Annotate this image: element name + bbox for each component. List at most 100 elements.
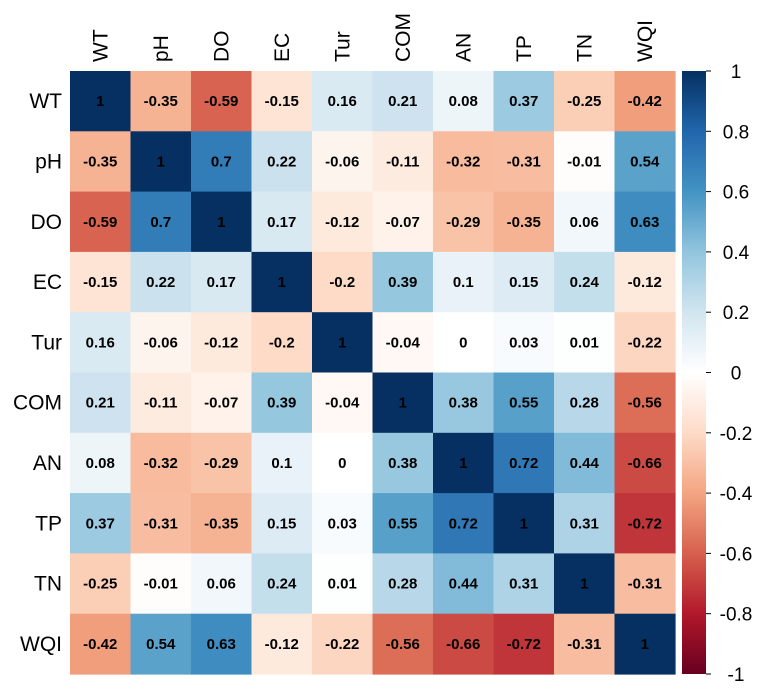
heatmap-cell-TN-EC xyxy=(251,553,313,615)
heatmap-cell-EC-WT xyxy=(70,251,132,313)
cell-value-DO-EC: 0.17 xyxy=(267,214,296,231)
cell-value-pH-WQI: 0.54 xyxy=(630,153,660,170)
heatmap-cell-DO-TP xyxy=(493,191,555,253)
heatmap-cell-WT-TN xyxy=(554,71,616,132)
heatmap-cell-TN-pH xyxy=(130,553,192,615)
cell-value-TN-AN: 0.44 xyxy=(449,576,479,593)
row-label-pH: pH xyxy=(35,150,62,173)
heatmap-cell-WQI-pH xyxy=(130,613,192,675)
cell-value-AN-TN: 0.44 xyxy=(570,455,600,472)
heatmap-cell-WQI-Tur xyxy=(312,613,374,675)
heatmap-cell-Tur-DO xyxy=(191,312,253,374)
cell-value-TP-DO: -0.35 xyxy=(204,515,238,532)
heatmap-cell-WQI-EC xyxy=(251,613,313,675)
heatmap-cell-AN-WQI xyxy=(614,432,676,494)
heatmap-cell-EC-pH xyxy=(130,251,192,313)
cell-value-AN-Tur: 0 xyxy=(338,455,346,472)
heatmap-cell-DO-COM xyxy=(372,191,434,253)
cell-value-EC-WQI: -0.12 xyxy=(628,274,662,291)
cell-value-AN-AN: 1 xyxy=(459,455,467,472)
heatmap-cell-AN-TP xyxy=(493,432,555,494)
cell-value-pH-TN: -0.01 xyxy=(567,153,601,170)
column-label-COM: COM xyxy=(392,13,415,62)
cell-value-pH-AN: -0.32 xyxy=(446,153,480,170)
colorbar-tick-label: 1 xyxy=(731,62,742,83)
cell-value-EC-DO: 0.17 xyxy=(207,274,236,291)
cell-value-EC-COM: 0.39 xyxy=(388,274,417,291)
heatmap-cell-WT-AN xyxy=(433,71,495,132)
heatmap-cell-TP-Tur xyxy=(312,493,374,554)
cell-value-EC-pH: 0.22 xyxy=(146,274,175,291)
row-label-TP: TP xyxy=(35,512,62,535)
heatmap-cell-EC-EC xyxy=(251,251,313,313)
heatmap-cell-labels: 1 -0.35 -0.59 -0.15 0.16 0.21 0.08 0.37 -0.25 -0.… xyxy=(83,93,662,653)
heatmap-cell-AN-Tur xyxy=(312,432,374,494)
heatmap-cell-AN-TN xyxy=(554,432,616,494)
heatmap-cell-pH-pH xyxy=(130,131,192,193)
heatmap-cell-TN-WQI xyxy=(614,553,676,615)
cell-value-WQI-AN: -0.66 xyxy=(446,636,480,653)
heatmap-cell-WT-COM xyxy=(372,71,434,132)
cell-value-TP-pH: -0.31 xyxy=(144,515,178,532)
cell-value-COM-WQI: -0.56 xyxy=(628,395,662,412)
row-label-Tur: Tur xyxy=(31,331,62,354)
cell-value-TN-COM: 0.28 xyxy=(388,576,417,593)
cell-value-COM-TN: 0.28 xyxy=(570,395,599,412)
column-label-TN: TN xyxy=(573,34,596,62)
heatmap-cell-COM-TN xyxy=(554,372,616,434)
heatmap-cell-WT-Tur xyxy=(312,71,374,132)
cell-value-WT-DO: -0.59 xyxy=(204,93,238,110)
cell-value-WT-TN: -0.25 xyxy=(567,93,601,110)
cell-value-pH-pH: 1 xyxy=(157,153,165,170)
heatmap-cell-DO-AN xyxy=(433,191,495,253)
colorbar-tick-label: -0.4 xyxy=(720,484,753,505)
heatmap-cell-COM-DO xyxy=(191,372,253,434)
cell-value-Tur-pH: -0.06 xyxy=(144,334,178,351)
heatmap-cell-pH-AN xyxy=(433,131,495,193)
cell-value-Tur-DO: -0.12 xyxy=(204,334,238,351)
cell-value-DO-WT: -0.59 xyxy=(83,214,117,231)
heatmap-cell-DO-WT xyxy=(70,191,132,253)
heatmap-cell-Tur-EC xyxy=(251,312,313,374)
cell-value-TN-TP: 0.31 xyxy=(509,576,538,593)
heatmap-cell-AN-COM xyxy=(372,432,434,494)
cell-value-TN-WQI: -0.31 xyxy=(628,576,662,593)
heatmap-cell-Tur-COM xyxy=(372,312,434,374)
cell-value-WT-WQI: -0.42 xyxy=(628,93,662,110)
cell-value-DO-DO: 1 xyxy=(217,214,225,231)
heatmap-cell-DO-EC xyxy=(251,191,313,253)
cell-value-COM-COM: 1 xyxy=(399,395,407,412)
cell-value-TP-COM: 0.55 xyxy=(388,515,417,532)
row-label-EC: EC xyxy=(33,271,62,294)
column-label-pH: pH xyxy=(150,35,173,62)
cell-value-AN-pH: -0.32 xyxy=(144,455,178,472)
cell-value-pH-Tur: -0.06 xyxy=(325,153,359,170)
heatmap-cell-DO-DO xyxy=(191,191,253,253)
cell-value-COM-AN: 0.38 xyxy=(449,395,478,412)
heatmap-cell-DO-TN xyxy=(554,191,616,253)
row-label-AN: AN xyxy=(33,452,62,475)
cell-value-pH-EC: 0.22 xyxy=(267,153,296,170)
column-label-Tur: Tur xyxy=(331,31,354,62)
row-label-COM: COM xyxy=(13,392,62,415)
row-label-TN: TN xyxy=(34,573,62,596)
heatmap-cell-TN-AN xyxy=(433,553,495,615)
heatmap-cell-COM-COM xyxy=(372,372,434,434)
cell-value-TP-TP: 1 xyxy=(520,515,528,532)
heatmap-cell-TN-TP xyxy=(493,553,555,615)
cell-value-Tur-Tur: 1 xyxy=(338,334,346,351)
cell-value-WQI-EC: -0.12 xyxy=(265,636,299,653)
cell-value-EC-EC: 1 xyxy=(278,274,286,291)
cell-value-Tur-WT: 0.16 xyxy=(86,334,115,351)
colorbar-tick-label: -0.8 xyxy=(720,605,753,626)
column-label-WT: WT xyxy=(89,29,112,62)
cell-value-DO-pH: 0.7 xyxy=(150,214,171,231)
heatmap-cell-pH-EC xyxy=(251,131,313,193)
column-label-AN: AN xyxy=(452,33,475,62)
cell-value-EC-AN: 0.1 xyxy=(453,274,474,291)
cell-value-TN-DO: 0.06 xyxy=(207,576,236,593)
cell-value-COM-pH: -0.11 xyxy=(144,395,177,412)
cell-value-COM-DO: -0.07 xyxy=(204,395,238,412)
colorbar-tick-label: 0.4 xyxy=(723,243,750,264)
cell-value-AN-EC: 0.1 xyxy=(271,455,292,472)
